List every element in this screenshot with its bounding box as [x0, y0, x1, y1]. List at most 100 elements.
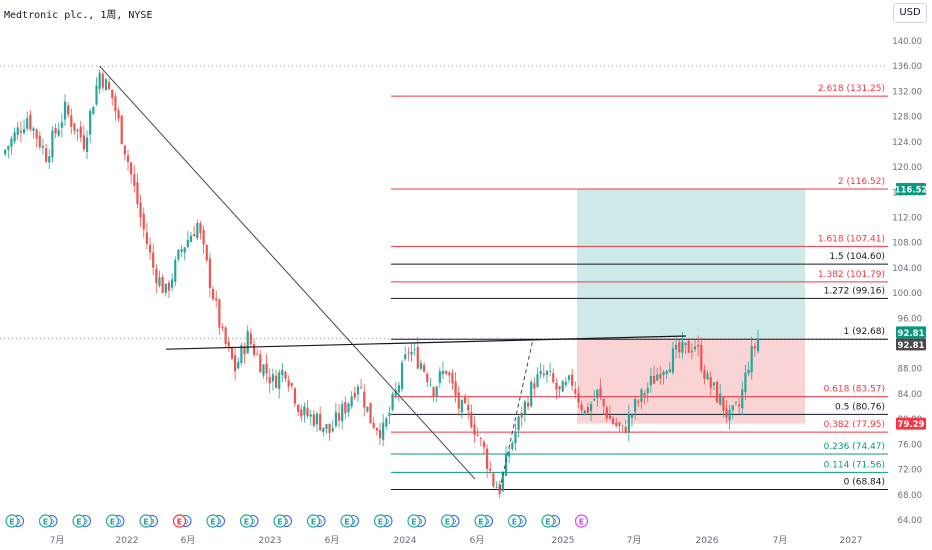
candle-body	[404, 354, 407, 360]
candle-body	[753, 345, 756, 349]
candle-body	[567, 375, 571, 380]
currency-button[interactable]: USD	[893, 3, 927, 23]
candle-body	[366, 406, 369, 412]
earnings-icon	[72, 514, 86, 528]
candle-body	[174, 259, 177, 282]
candle-body	[38, 135, 41, 148]
candle-body	[637, 401, 640, 403]
candle-body	[693, 346, 697, 350]
candle-body	[489, 468, 492, 471]
candle-body	[133, 174, 136, 186]
candle-body	[706, 373, 709, 380]
earnings-icon	[474, 514, 488, 528]
candle-body	[32, 128, 35, 131]
price-axis[interactable]: 140.00 136.00 132.00 128.00 124.00 120.00 116.…	[888, 0, 932, 550]
candle-body	[372, 422, 375, 428]
candle-body	[293, 388, 297, 404]
price-label-box	[896, 326, 926, 339]
candle-body	[274, 375, 278, 388]
candle-body	[413, 349, 416, 351]
time-axis[interactable]: 7月 2022 6月 2023 6月 2024 6月 2025 7月 2026 7月 2027	[50, 535, 863, 546]
candle-body	[290, 383, 293, 386]
price-label-text: 79.29	[898, 420, 925, 430]
earnings-icon	[206, 514, 220, 528]
earnings-markers[interactable]: DEDEDEDEDEDEDEDEDEDEDEDEDEDEDEDEDEE	[5, 514, 589, 528]
price-tick-label: 72.00	[898, 466, 922, 476]
candle-body	[470, 412, 473, 428]
candle-body	[10, 138, 13, 147]
candle-body	[684, 342, 687, 346]
price-tick-label: 112.00	[892, 213, 922, 223]
candle-body	[687, 340, 690, 353]
candle-body	[256, 353, 259, 355]
earnings-icon	[574, 514, 589, 528]
candle-body	[76, 129, 79, 132]
candle-body	[608, 415, 612, 419]
candle-body	[536, 374, 539, 387]
candle-body	[649, 375, 652, 386]
fibonacci-retracement[interactable]: 2.618 (131.25) 2 (116.52) 1.618 (107.41) 1.…	[391, 84, 888, 490]
candle-body	[388, 412, 391, 417]
candle-body	[309, 414, 312, 417]
candle-body	[101, 73, 104, 88]
candle-body	[259, 354, 262, 373]
candle-body	[709, 377, 712, 388]
candle-body	[315, 413, 319, 425]
earnings-icon	[139, 514, 153, 528]
time-tick-label: 6月	[325, 535, 340, 546]
candle-body	[416, 347, 419, 369]
time-tick-label: 7月	[627, 535, 642, 546]
candle-body	[473, 424, 476, 435]
candle-body	[82, 135, 85, 150]
time-tick-label: 2023	[259, 536, 282, 546]
candle-body	[278, 372, 281, 389]
candle-body	[690, 350, 693, 353]
candle-body	[555, 382, 558, 390]
candle-body	[574, 389, 577, 394]
price-tick-label: 108.00	[892, 239, 922, 249]
candle-body	[627, 414, 630, 433]
price-tick-label: 132.00	[892, 87, 922, 97]
candle-body	[136, 182, 139, 205]
candle-body	[158, 277, 161, 286]
candle-body	[517, 416, 520, 431]
candle-body	[391, 393, 394, 410]
candle-body	[322, 427, 325, 432]
candle-body	[659, 373, 662, 379]
candle-body	[360, 387, 363, 389]
candle-body	[164, 283, 167, 293]
candle-body	[741, 389, 744, 409]
earnings-letter: E	[110, 518, 115, 527]
candle-body	[268, 377, 271, 384]
candle-body	[634, 399, 637, 412]
earnings-icon	[373, 514, 388, 528]
trend-drawings[interactable]	[99, 65, 687, 490]
candle-body	[460, 400, 463, 413]
candle-body	[618, 422, 621, 426]
time-tick-label: 2022	[116, 536, 139, 546]
candle-body	[205, 245, 208, 261]
candle-body	[539, 371, 542, 375]
candle-body	[728, 409, 731, 421]
candle-body	[328, 423, 331, 433]
candle-body	[183, 247, 186, 253]
earnings-icon	[105, 514, 120, 528]
candle-body	[454, 381, 457, 396]
candlestick-series	[4, 69, 760, 499]
earnings-letter: E	[579, 518, 584, 527]
candle-body	[457, 392, 460, 409]
neckline-trendline	[165, 335, 687, 350]
fib-level-label: 1.618 (107.41)	[818, 234, 885, 244]
candle-body	[92, 106, 95, 115]
fib-level-label: 0 (68.84)	[844, 477, 885, 487]
candle-body	[29, 114, 32, 130]
earnings-letter: E	[378, 518, 383, 527]
candle-body	[246, 330, 249, 354]
earnings-letter: E	[311, 518, 316, 527]
fib-level-label: 0.618 (83.57)	[824, 385, 885, 395]
earnings-letter: E	[445, 518, 450, 527]
candle-body	[193, 234, 196, 237]
price-tick-label: 88.00	[898, 365, 922, 375]
price-label-box	[896, 417, 926, 430]
